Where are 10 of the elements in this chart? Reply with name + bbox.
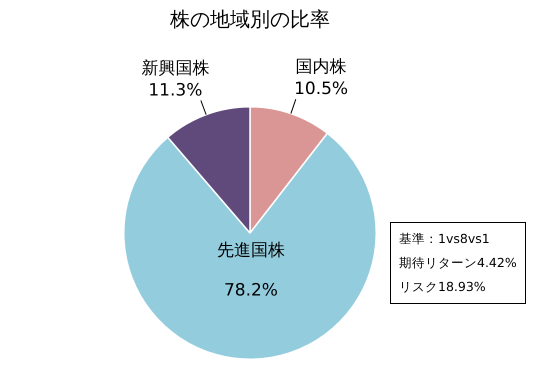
slice-label: 新興国株 [141, 58, 210, 78]
data-label: 11.3% [148, 80, 202, 100]
slice-label: 国内株 [296, 57, 347, 78]
data-label: 10.5% [294, 79, 348, 100]
text: 期待リターン4.42% [399, 254, 517, 272]
text: リスク18.93% [399, 278, 487, 296]
slice-label: 先進国株 [216, 240, 285, 260]
chart-title: 株の地域別の比率 [169, 6, 331, 33]
data-label: 78.2% [224, 280, 278, 300]
text: 基準：1vs8vs1 [399, 230, 491, 248]
